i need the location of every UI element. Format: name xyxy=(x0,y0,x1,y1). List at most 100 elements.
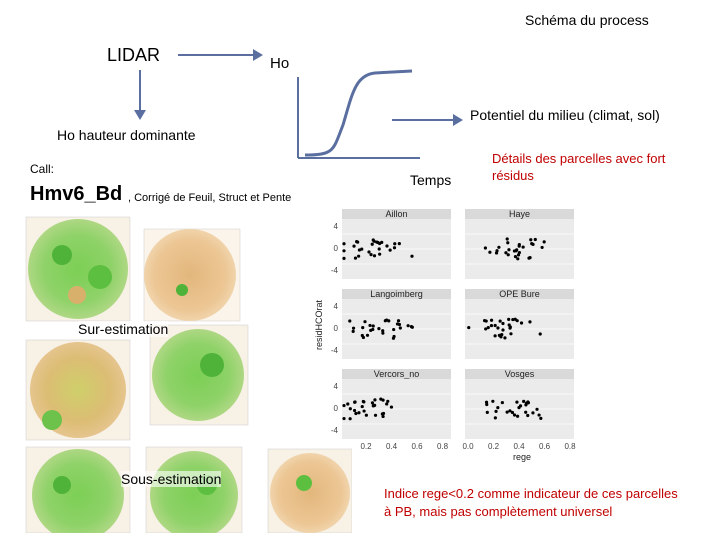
data-point xyxy=(378,241,382,246)
data-point xyxy=(508,409,512,413)
canopy-map-2 xyxy=(144,229,236,321)
data-point xyxy=(365,333,370,337)
data-point xyxy=(362,409,366,413)
data-point xyxy=(485,410,489,414)
sous-estimation-label: Sous-estimation xyxy=(121,471,222,487)
facet-label: Vosges xyxy=(505,369,535,379)
details-note: Détails des parcelles avec fort résidus xyxy=(492,150,665,184)
map-blob xyxy=(296,475,312,491)
data-point xyxy=(377,327,381,331)
data-point xyxy=(515,248,519,252)
ho-axis-label: Ho xyxy=(270,55,290,72)
x-tick-label: 0.4 xyxy=(386,442,398,451)
data-point xyxy=(493,323,497,328)
data-point xyxy=(505,237,509,241)
data-point xyxy=(494,409,498,414)
lidar-arrow-head xyxy=(134,110,146,120)
data-point xyxy=(387,319,391,323)
data-point xyxy=(381,411,386,416)
data-point xyxy=(509,332,513,336)
data-point xyxy=(378,252,382,256)
facet-strip xyxy=(465,289,574,299)
data-point xyxy=(513,255,518,259)
y-tick-label: 4 xyxy=(334,382,339,391)
data-point xyxy=(351,326,356,330)
data-point xyxy=(367,250,371,254)
data-point xyxy=(517,244,521,248)
data-point xyxy=(352,244,356,248)
facet-label: Haye xyxy=(509,209,530,219)
data-point xyxy=(484,400,489,404)
data-point xyxy=(342,403,346,408)
data-point xyxy=(489,318,494,322)
data-point xyxy=(529,238,533,242)
data-point xyxy=(353,400,357,404)
canopy-map-4 xyxy=(152,329,244,421)
data-point xyxy=(395,322,400,326)
facet-strip xyxy=(465,369,574,379)
data-point xyxy=(512,413,517,417)
data-point xyxy=(396,319,401,323)
data-point xyxy=(342,242,346,246)
data-point xyxy=(505,410,509,414)
data-point xyxy=(398,326,402,330)
x-tick-label: 0.8 xyxy=(564,442,576,451)
data-point xyxy=(496,326,500,330)
data-point xyxy=(392,246,397,250)
facet-label: Langoimberg xyxy=(370,289,423,299)
data-point xyxy=(515,400,519,404)
data-point xyxy=(494,251,499,255)
data-point xyxy=(355,240,359,244)
time-axis-label: Temps xyxy=(410,172,452,188)
ho-arrow-head xyxy=(253,49,263,61)
data-point xyxy=(485,402,489,407)
data-point xyxy=(517,250,522,255)
residual-facet-chart: AillonHayeLancesLangoimbergOPE BureVerco… xyxy=(314,209,576,462)
x-tick-label: 0.8 xyxy=(437,442,449,451)
data-point xyxy=(348,407,352,411)
data-point xyxy=(498,319,502,323)
data-point xyxy=(511,317,515,322)
indice-line-1: Indice rege<0.2 comme indicateur de ces … xyxy=(384,486,678,501)
data-point xyxy=(360,404,364,409)
data-point xyxy=(381,398,385,402)
data-point xyxy=(493,416,497,420)
data-point xyxy=(518,404,523,408)
data-point xyxy=(385,402,389,406)
x-tick-label: 0.2 xyxy=(360,442,372,451)
facet-label: Aillon xyxy=(385,209,407,219)
data-point xyxy=(540,245,544,250)
data-point xyxy=(531,242,535,246)
data-point xyxy=(491,399,495,403)
data-point xyxy=(519,321,524,325)
page-title: Schéma du process xyxy=(525,12,649,28)
call-label: Call: xyxy=(30,162,55,176)
data-point xyxy=(357,411,361,415)
data-point xyxy=(500,400,504,405)
data-point xyxy=(364,413,368,417)
map-blob xyxy=(176,284,188,296)
facet-strip xyxy=(465,209,574,219)
data-point xyxy=(370,242,374,246)
data-point xyxy=(342,249,346,253)
data-point xyxy=(369,253,373,257)
x-tick-label: 0.6 xyxy=(539,442,551,451)
ho-definition: Ho hauteur dominante xyxy=(57,127,196,143)
data-point xyxy=(371,404,375,408)
data-point xyxy=(524,403,528,407)
data-point xyxy=(361,326,365,330)
data-point xyxy=(348,417,352,421)
data-point xyxy=(371,324,375,328)
data-point xyxy=(497,245,501,249)
data-point xyxy=(515,319,519,323)
data-point xyxy=(489,323,494,328)
data-point xyxy=(526,401,530,405)
data-point xyxy=(531,411,535,415)
data-point xyxy=(348,319,352,323)
data-point xyxy=(381,331,385,335)
data-point xyxy=(516,257,520,261)
data-point xyxy=(352,408,357,413)
data-point xyxy=(373,413,378,417)
data-point xyxy=(521,245,525,249)
